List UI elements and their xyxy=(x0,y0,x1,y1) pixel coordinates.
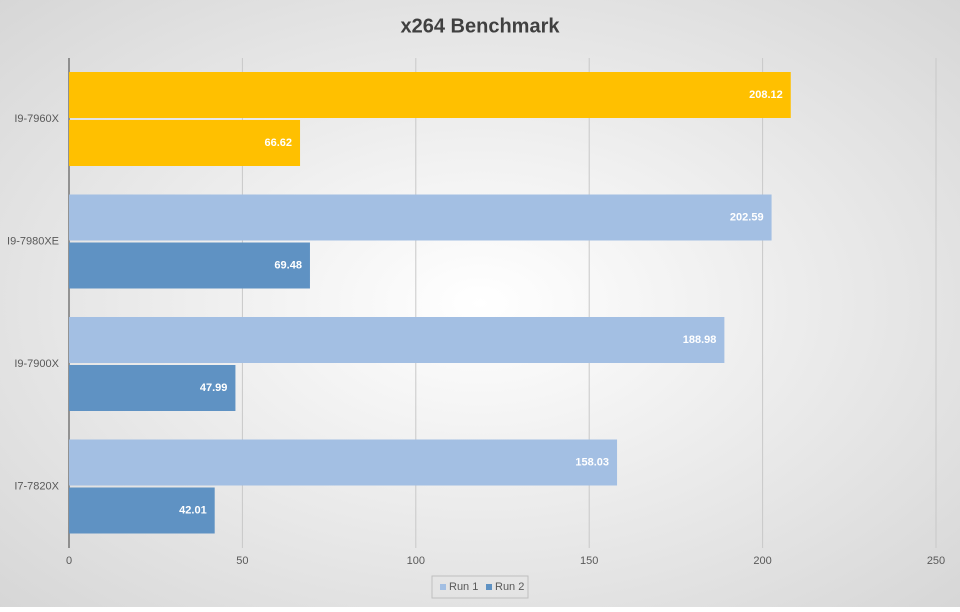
bar xyxy=(69,365,236,411)
value-label: 66.62 xyxy=(265,137,293,149)
y-tick-label: I9-7980XE xyxy=(7,236,59,248)
x-tick-label: 100 xyxy=(407,555,425,567)
bar xyxy=(69,72,791,118)
x-tick-label: 150 xyxy=(580,555,598,567)
y-tick-label: I9-7900X xyxy=(14,358,59,370)
legend-label: Run 2 xyxy=(495,581,524,593)
x-tick-label: 200 xyxy=(753,555,771,567)
bar xyxy=(69,120,301,166)
y-tick-label: I9-7960X xyxy=(14,113,59,125)
bar xyxy=(69,439,618,486)
legend-swatch xyxy=(486,584,492,590)
value-label: 208.12 xyxy=(749,89,783,101)
value-label: 47.99 xyxy=(200,382,228,394)
value-label: 69.48 xyxy=(274,259,302,271)
y-tick-label: I7-7820X xyxy=(14,481,59,493)
bar xyxy=(69,194,772,241)
value-label: 158.03 xyxy=(575,456,609,468)
x-tick-label: 0 xyxy=(66,555,72,567)
value-label: 42.01 xyxy=(179,504,207,516)
x-tick-label: 50 xyxy=(236,555,248,567)
value-label: 202.59 xyxy=(730,211,764,223)
bar xyxy=(69,317,725,363)
value-label: 188.98 xyxy=(683,334,717,346)
legend-box xyxy=(431,575,529,599)
x-tick-label: 250 xyxy=(927,555,945,567)
bar xyxy=(69,242,310,289)
chart-title: x264 Benchmark xyxy=(401,15,561,37)
legend-swatch xyxy=(440,584,446,590)
legend-label: Run 1 xyxy=(449,581,478,593)
bar xyxy=(69,487,215,534)
